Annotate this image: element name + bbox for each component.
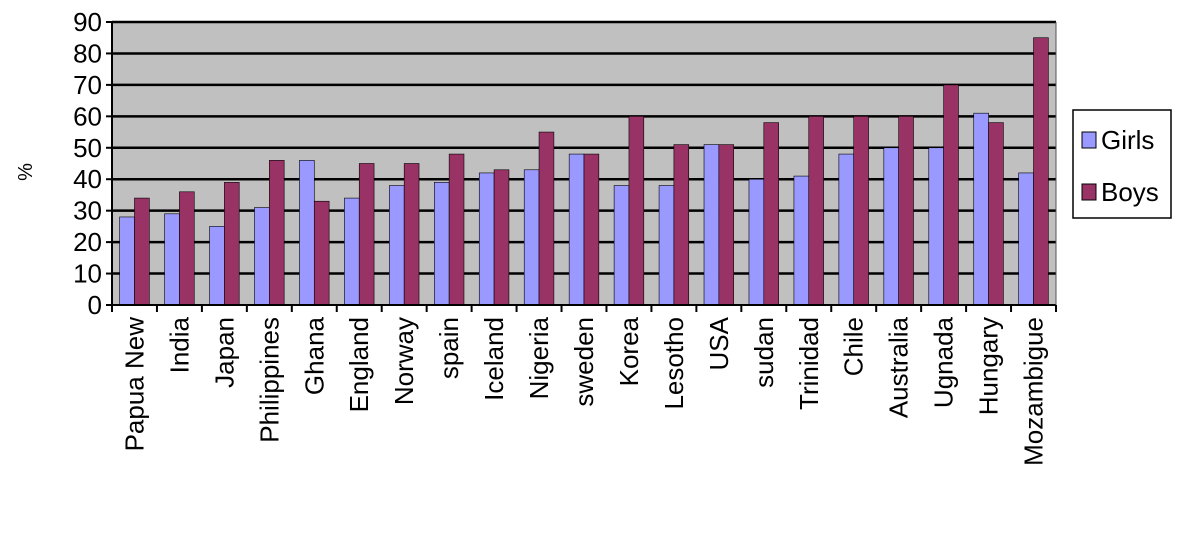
bar-boys xyxy=(628,116,645,306)
bar-girls xyxy=(793,175,810,306)
bar-boys xyxy=(583,153,600,306)
bar-girls xyxy=(209,226,225,306)
legend-swatch-boys xyxy=(1081,183,1097,201)
y-tick-label: 20 xyxy=(73,227,102,257)
x-tick-label: Chile xyxy=(839,317,869,376)
x-tick-label: England xyxy=(344,317,374,412)
y-tick-label: 90 xyxy=(73,7,102,37)
x-tick-label: Mozambigue xyxy=(1019,317,1049,466)
bar-boys xyxy=(1033,37,1049,306)
bar-girls xyxy=(344,197,360,306)
x-tick-label: Ugnada xyxy=(929,316,959,408)
bar-boys xyxy=(493,169,510,306)
y-tick-label: 60 xyxy=(73,101,102,131)
y-tick-label: 40 xyxy=(73,164,102,194)
y-tick-label: 10 xyxy=(73,259,102,289)
x-tick-label: Philippines xyxy=(254,317,284,443)
x-tick-label: Australia xyxy=(884,316,914,418)
legend-swatch-girls xyxy=(1081,131,1097,149)
bar-girls xyxy=(658,185,675,306)
legend: Girls Boys xyxy=(1072,109,1172,219)
x-tick-label: Papua New xyxy=(119,317,149,452)
y-tick-label: 30 xyxy=(73,196,102,226)
bar-boys xyxy=(808,116,824,306)
y-tick-label: 0 xyxy=(88,290,102,320)
bar-girls xyxy=(164,213,180,306)
bar-boys xyxy=(943,84,959,306)
bar-girls xyxy=(973,112,989,306)
x-tick-label: sudan xyxy=(749,317,779,388)
bar-boys xyxy=(538,131,555,306)
bar-girls xyxy=(119,216,135,306)
bar-boys xyxy=(763,122,779,306)
bar-girls xyxy=(883,147,899,306)
y-tick-label: 70 xyxy=(73,70,102,100)
y-tick-label: 80 xyxy=(73,38,102,68)
x-tick-label: sweden xyxy=(569,317,599,407)
bar-girls xyxy=(613,185,630,306)
bar-boys xyxy=(313,200,330,306)
bar-girls xyxy=(389,185,405,306)
x-tick-label: Japan xyxy=(209,317,239,388)
bar-boys xyxy=(358,163,375,306)
y-axis-title: % xyxy=(15,163,37,181)
bar-boys xyxy=(224,182,240,306)
bar-boys xyxy=(853,116,869,306)
axes xyxy=(106,21,1057,312)
x-tick-labels: Papua New India Japan Philippines Ghana Engla… xyxy=(119,316,1048,466)
x-tick-label: Korea xyxy=(614,316,644,386)
x-tick-label: spain xyxy=(434,317,464,379)
y-tick-label: 50 xyxy=(73,133,102,163)
bar-boys xyxy=(448,153,465,306)
bar-girls xyxy=(523,169,540,306)
bar-girls xyxy=(838,153,855,306)
bar-boys xyxy=(718,144,734,306)
bar-boys xyxy=(134,197,150,306)
bar-boys xyxy=(179,191,195,306)
bar-boys xyxy=(988,122,1004,306)
bar-girls xyxy=(299,160,315,306)
bar-girls xyxy=(254,207,270,306)
bar-girls xyxy=(748,178,765,306)
x-tick-label: India xyxy=(164,316,194,373)
bar-girls xyxy=(478,172,495,306)
bar-girls xyxy=(703,144,720,306)
x-tick-label: Nigeria xyxy=(524,316,554,399)
x-tick-label: Norway xyxy=(389,317,419,405)
legend-label-boys: Boys xyxy=(1101,177,1159,207)
bar-girls xyxy=(568,153,585,306)
x-tick-label: Trinidad xyxy=(794,317,824,410)
bar-boys xyxy=(403,163,420,306)
bar-girls xyxy=(434,182,450,306)
x-tick-label: Hungary xyxy=(974,317,1004,415)
bar-boys xyxy=(673,144,690,306)
x-tick-label: USA xyxy=(704,316,734,370)
bar-boys xyxy=(898,116,914,306)
legend-label-girls: Girls xyxy=(1101,125,1154,155)
x-tick-label: Lesotho xyxy=(659,317,689,410)
bar-girls xyxy=(928,147,944,306)
x-tick-label: Ghana xyxy=(299,316,329,395)
x-tick-label: Iceland xyxy=(479,317,509,401)
bar-girls xyxy=(1018,172,1034,306)
bar-boys xyxy=(269,160,285,306)
